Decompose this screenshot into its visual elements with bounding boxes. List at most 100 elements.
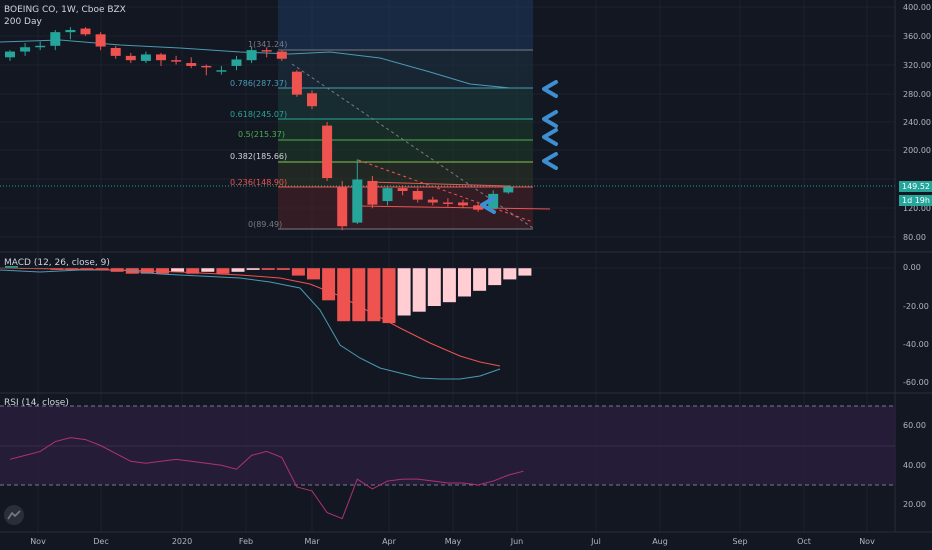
- macd-tick: -60.00: [903, 378, 929, 387]
- candlestick-series: [5, 27, 514, 231]
- fib-label-618: 0.618(245.07): [230, 110, 288, 119]
- time-label: Nov: [859, 537, 875, 546]
- rsi-tick: 60.00: [903, 421, 926, 430]
- fib-upper-zone: [278, 0, 533, 50]
- candle-body: [140, 54, 151, 61]
- time-label: May: [444, 537, 462, 546]
- candle-body: [307, 93, 317, 107]
- macd-signal-line: [0, 267, 501, 367]
- macd-legend: MACD (12, 26, close, 9): [4, 258, 110, 268]
- time-label: Apr: [382, 537, 396, 546]
- candle-body: [50, 32, 61, 46]
- candle-body: [473, 205, 484, 210]
- time-label: Jul: [591, 537, 601, 546]
- candle-body: [367, 180, 378, 205]
- candle-body: [65, 30, 76, 33]
- candle-body: [35, 45, 46, 48]
- macd-bar: [322, 268, 336, 301]
- countdown-tag: 1d 19h: [899, 195, 932, 206]
- macd-bar: [427, 268, 441, 306]
- price-tick: 120.00: [903, 204, 931, 213]
- fib-zone-382: [278, 140, 533, 162]
- left-arrow-icon: [542, 152, 558, 170]
- macd-bar: [246, 268, 260, 270]
- candle-body: [80, 28, 91, 35]
- candle-body: [412, 191, 423, 200]
- macd-bar: [518, 268, 532, 276]
- macd-bar: [186, 268, 200, 274]
- macd-bar: [276, 268, 290, 270]
- fib-zone-786: [278, 50, 533, 88]
- price-tick: 200.00: [903, 146, 931, 155]
- macd-bar: [473, 268, 487, 291]
- rsi-line: [9, 437, 524, 520]
- candle-body: [458, 202, 468, 206]
- candle-body: [276, 51, 287, 59]
- macd-bar: [382, 268, 396, 324]
- candle-body: [382, 188, 393, 202]
- fib-label-5: 0.5(215.37): [238, 130, 285, 139]
- macd-bar: [442, 268, 456, 303]
- candle-body: [125, 55, 136, 61]
- time-label: Sep: [732, 537, 748, 546]
- macd-bar: [231, 268, 245, 272]
- macd-bar: [5, 266, 18, 268]
- time-label: Dec: [93, 537, 109, 546]
- fib-label-1: 1(341.24): [248, 40, 288, 49]
- fib-zone-618: [278, 88, 533, 119]
- macd-bar: [488, 268, 502, 286]
- fib-lines: [278, 49, 533, 230]
- candle-body: [201, 65, 212, 68]
- left-arrow-icon: [480, 196, 496, 214]
- ma-legend: 200 Day: [4, 17, 42, 27]
- annotation-arrows: [480, 80, 558, 214]
- price-tick: 80.00: [903, 233, 926, 242]
- time-label: Feb: [238, 537, 254, 546]
- macd-bar: [397, 268, 411, 316]
- macd-bar: [352, 268, 366, 322]
- fib-label-0: 0(89.49): [248, 220, 283, 229]
- fib-label-236: 0.236(148.90): [230, 178, 288, 187]
- macd-bar: [201, 268, 215, 272]
- candle-body: [291, 71, 302, 95]
- current-price-tag: 149.52: [899, 181, 932, 192]
- candle-body: [488, 193, 499, 209]
- fib-label-786: 0.786(287.37): [230, 79, 288, 88]
- macd-bar: [216, 268, 230, 274]
- rsi-tick: 20.00: [903, 500, 926, 509]
- trend-line-red: [357, 159, 534, 223]
- price-tick: 280.00: [903, 90, 931, 99]
- candle-body: [322, 125, 333, 179]
- price-tick: 360.00: [903, 32, 931, 41]
- macd-bar: [307, 268, 320, 280]
- time-label: Nov: [30, 537, 46, 546]
- candle-body: [337, 186, 348, 227]
- left-arrow-icon: [542, 110, 558, 128]
- support-line: [357, 205, 551, 210]
- macd-bar: [412, 268, 426, 312]
- candle-body: [261, 50, 272, 52]
- price-tick: 320.00: [903, 61, 931, 70]
- candle-body: [95, 34, 106, 47]
- candle-body: [397, 188, 408, 191]
- candle-body: [427, 199, 438, 203]
- fib-label-382: 0.382(185.66): [230, 152, 288, 161]
- candle-body: [5, 51, 15, 58]
- candle-body: [186, 63, 197, 66]
- macd-tick: -20.00: [903, 302, 929, 311]
- time-label: Aug: [652, 537, 668, 546]
- macd-bar: [156, 268, 169, 274]
- macd-bar: [171, 268, 185, 272]
- tradingview-logo-icon[interactable]: [4, 505, 24, 525]
- left-arrow-icon: [542, 128, 558, 146]
- rsi-legend: RSI (14, close): [4, 398, 69, 408]
- candle-body: [442, 202, 453, 204]
- price-tick: 400.00: [903, 3, 931, 12]
- candle-body: [216, 70, 227, 72]
- time-label: 2020: [171, 537, 193, 546]
- macd-bar: [261, 268, 275, 270]
- candle-body: [171, 60, 182, 62]
- rsi-tick: 40.00: [903, 461, 926, 470]
- candle-body: [352, 179, 363, 223]
